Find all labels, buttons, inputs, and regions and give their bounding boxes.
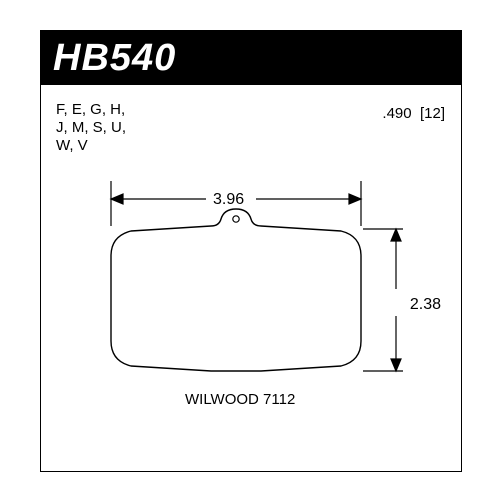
diagram-svg: [41, 31, 461, 471]
pad-outline: [111, 209, 361, 371]
spec-card: HB540 F, E, G, H, J, M, S, U, W, V .490 …: [40, 30, 462, 472]
width-dimension: [111, 181, 361, 226]
mount-hole: [233, 216, 239, 222]
height-dimension: [363, 229, 403, 371]
